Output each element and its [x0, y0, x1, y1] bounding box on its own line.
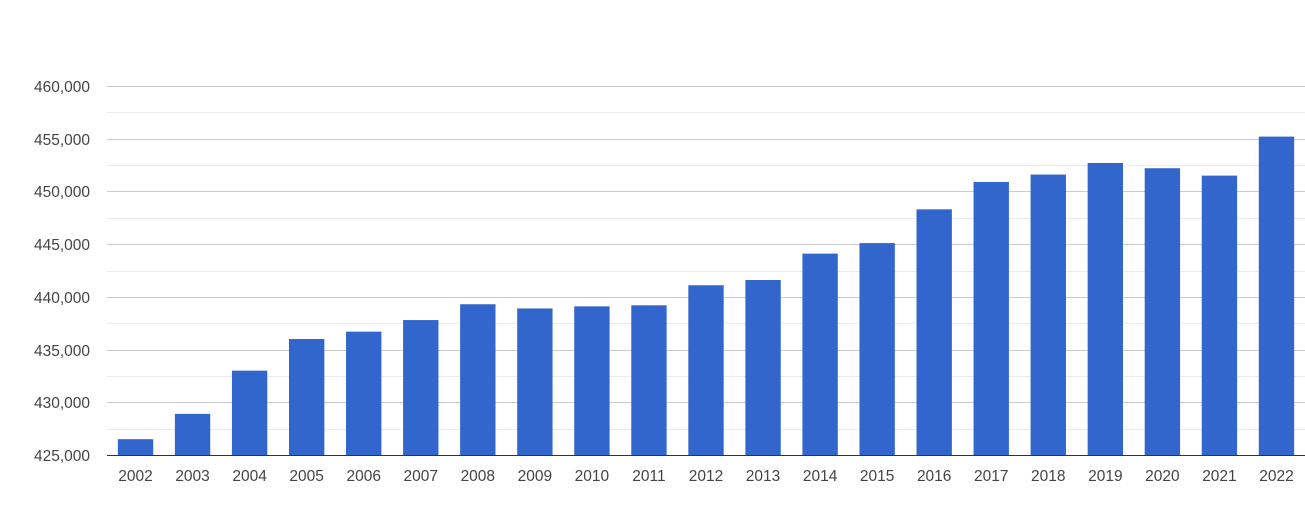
x-tick-label: 2021 — [1202, 468, 1236, 485]
x-tick-label: 2007 — [404, 468, 438, 485]
bar-2017[interactable] — [973, 181, 1009, 455]
y-tick-label: 455,000 — [34, 132, 90, 149]
x-tick-label: 2004 — [232, 468, 267, 485]
x-tick-label: 2008 — [461, 468, 495, 485]
x-tick-label: 2016 — [917, 468, 951, 485]
bar-2006[interactable] — [346, 331, 382, 455]
bar-2016[interactable] — [916, 209, 952, 455]
bar-2020[interactable] — [1144, 168, 1181, 456]
x-tick-label: 2010 — [575, 468, 610, 485]
gridlines — [107, 86, 1305, 456]
x-tick-label: 2006 — [346, 468, 380, 485]
x-tick-label: 2014 — [803, 468, 838, 485]
bar-2013[interactable] — [745, 279, 781, 455]
y-axis-tick-labels: 425,000 430,000 435,000 440,000 445,000 450,0… — [34, 79, 90, 465]
bar-2007[interactable] — [403, 320, 439, 455]
x-tick-label: 2011 — [632, 468, 665, 485]
y-tick-label: 450,000 — [34, 184, 90, 201]
x-tick-label: 2005 — [289, 468, 323, 485]
y-tick-label: 425,000 — [34, 448, 90, 465]
bar-2021[interactable] — [1201, 175, 1238, 456]
bar-2005[interactable] — [288, 339, 325, 455]
bar-2014[interactable] — [802, 253, 838, 455]
bar-2009[interactable] — [517, 308, 553, 455]
x-tick-label: 2020 — [1145, 468, 1180, 485]
x-tick-label: 2009 — [518, 468, 552, 485]
bar-2002[interactable] — [117, 439, 154, 455]
bar-2018[interactable] — [1030, 174, 1066, 455]
bar-2010[interactable] — [574, 306, 610, 455]
x-tick-label: 2012 — [689, 468, 723, 485]
y-tick-label: 440,000 — [34, 290, 90, 307]
y-tick-label: 460,000 — [34, 79, 90, 96]
bar-2012[interactable] — [688, 285, 724, 455]
x-tick-label: 2003 — [175, 468, 209, 485]
bar-2004[interactable] — [231, 370, 268, 455]
bar-2022[interactable] — [1258, 136, 1295, 456]
x-tick-label: 2018 — [1031, 468, 1065, 485]
x-tick-label: 2022 — [1259, 468, 1293, 485]
x-tick-label: 2002 — [118, 468, 152, 485]
x-tick-label: 2017 — [974, 468, 1008, 485]
bar-2019[interactable] — [1087, 162, 1124, 455]
bar-2003[interactable] — [174, 413, 211, 455]
x-tick-label: 2015 — [860, 468, 894, 485]
bar-2015[interactable] — [859, 243, 895, 455]
y-tick-label: 435,000 — [34, 343, 90, 360]
x-tick-label: 2013 — [746, 468, 780, 485]
bars — [117, 136, 1295, 456]
y-tick-label: 430,000 — [34, 395, 90, 412]
bar-2008[interactable] — [460, 304, 496, 455]
bar-2011[interactable] — [631, 305, 667, 455]
y-tick-label: 445,000 — [34, 237, 90, 254]
x-axis-tick-labels: 2002 2003 2004 2005 2006 2007 2008 2009 2010 2011… — [118, 468, 1293, 485]
x-tick-label: 2019 — [1088, 468, 1122, 485]
